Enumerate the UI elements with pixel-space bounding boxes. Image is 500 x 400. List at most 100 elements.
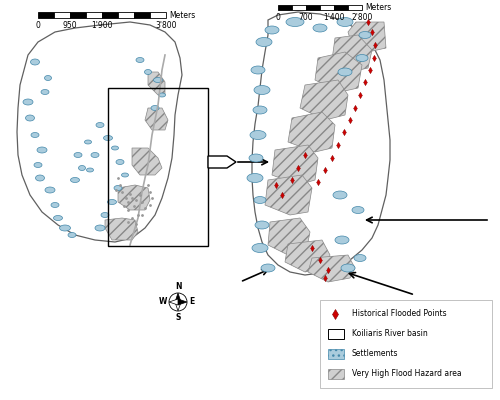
- Polygon shape: [285, 240, 330, 272]
- FancyArrow shape: [208, 156, 236, 168]
- Ellipse shape: [265, 26, 279, 34]
- Polygon shape: [252, 12, 390, 275]
- Ellipse shape: [112, 146, 118, 150]
- Polygon shape: [300, 80, 348, 120]
- Bar: [292, 5, 306, 10]
- Ellipse shape: [74, 152, 82, 158]
- Text: N: N: [175, 282, 181, 291]
- Ellipse shape: [37, 147, 47, 153]
- Polygon shape: [265, 175, 312, 215]
- Text: 0: 0: [276, 13, 280, 22]
- Text: 950: 950: [62, 21, 78, 30]
- Polygon shape: [288, 112, 335, 152]
- Ellipse shape: [44, 76, 52, 80]
- Ellipse shape: [114, 186, 122, 190]
- Polygon shape: [178, 299, 187, 305]
- Ellipse shape: [249, 154, 263, 162]
- Ellipse shape: [356, 54, 368, 62]
- Polygon shape: [332, 35, 372, 72]
- Ellipse shape: [36, 175, 44, 181]
- Ellipse shape: [86, 168, 94, 172]
- Bar: [118, 12, 134, 18]
- Bar: [134, 12, 150, 18]
- Polygon shape: [315, 52, 362, 92]
- Text: Very High Flood Hazard area: Very High Flood Hazard area: [352, 370, 462, 378]
- Polygon shape: [118, 185, 150, 210]
- Polygon shape: [169, 299, 178, 305]
- Ellipse shape: [256, 38, 272, 46]
- Ellipse shape: [95, 225, 105, 231]
- Ellipse shape: [45, 187, 55, 193]
- Ellipse shape: [41, 90, 49, 94]
- Bar: [306, 5, 320, 10]
- Bar: [328, 349, 344, 359]
- Text: Settlements: Settlements: [352, 350, 399, 358]
- Ellipse shape: [261, 264, 275, 272]
- Text: 1'400: 1'400: [323, 13, 345, 22]
- Ellipse shape: [116, 160, 124, 164]
- Bar: [320, 5, 334, 10]
- Text: 700: 700: [298, 13, 314, 22]
- Polygon shape: [175, 302, 181, 311]
- Ellipse shape: [151, 106, 159, 110]
- Polygon shape: [308, 255, 355, 282]
- Ellipse shape: [108, 200, 116, 204]
- Polygon shape: [148, 72, 165, 95]
- Ellipse shape: [70, 178, 80, 182]
- Ellipse shape: [359, 32, 371, 38]
- Bar: [328, 329, 344, 339]
- Ellipse shape: [54, 216, 62, 220]
- Ellipse shape: [84, 140, 91, 144]
- Text: S: S: [176, 313, 180, 322]
- Ellipse shape: [255, 221, 269, 229]
- Bar: [328, 369, 344, 379]
- Ellipse shape: [104, 136, 112, 140]
- Bar: [70, 12, 86, 18]
- Text: E: E: [189, 298, 194, 306]
- Ellipse shape: [30, 59, 40, 65]
- Ellipse shape: [31, 132, 39, 138]
- Ellipse shape: [158, 93, 166, 97]
- Ellipse shape: [352, 206, 364, 214]
- Ellipse shape: [26, 115, 35, 121]
- Bar: [54, 12, 70, 18]
- Bar: [334, 5, 348, 10]
- Ellipse shape: [337, 18, 353, 26]
- Text: Koiliaris River basin: Koiliaris River basin: [352, 330, 428, 338]
- Ellipse shape: [252, 244, 268, 252]
- Text: W: W: [158, 298, 167, 306]
- Ellipse shape: [96, 122, 104, 128]
- Ellipse shape: [136, 58, 144, 62]
- Bar: [348, 5, 362, 10]
- Ellipse shape: [68, 232, 76, 238]
- Ellipse shape: [254, 196, 266, 204]
- Ellipse shape: [286, 18, 304, 26]
- Bar: [278, 5, 292, 10]
- Polygon shape: [105, 218, 138, 240]
- Polygon shape: [132, 148, 162, 175]
- Ellipse shape: [313, 24, 327, 32]
- Ellipse shape: [333, 191, 347, 199]
- Bar: [102, 12, 118, 18]
- Ellipse shape: [51, 202, 59, 208]
- Text: Meters: Meters: [169, 10, 195, 20]
- Ellipse shape: [338, 68, 352, 76]
- Ellipse shape: [101, 212, 109, 218]
- Polygon shape: [268, 218, 310, 255]
- Ellipse shape: [341, 264, 355, 272]
- Bar: [320, 300, 492, 388]
- Ellipse shape: [60, 225, 70, 231]
- Ellipse shape: [247, 174, 263, 182]
- Ellipse shape: [253, 106, 267, 114]
- Ellipse shape: [78, 166, 86, 170]
- Ellipse shape: [91, 152, 99, 158]
- Bar: [108, 88, 208, 246]
- Bar: [86, 12, 102, 18]
- Ellipse shape: [154, 78, 162, 82]
- Polygon shape: [348, 22, 386, 52]
- Text: Historical Flooded Points: Historical Flooded Points: [352, 310, 446, 318]
- Ellipse shape: [34, 162, 42, 168]
- Text: 2'800: 2'800: [352, 13, 372, 22]
- Bar: [150, 12, 166, 18]
- Polygon shape: [17, 22, 182, 242]
